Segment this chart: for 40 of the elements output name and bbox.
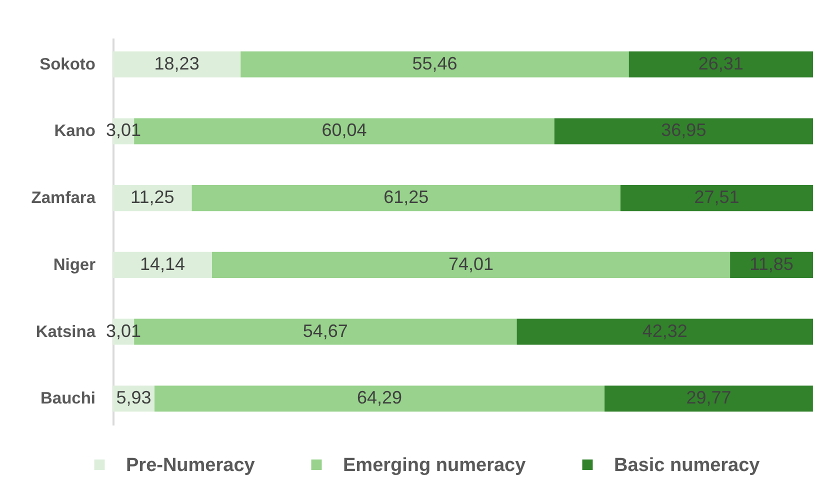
data-label: 5,93	[116, 388, 152, 408]
data-label: 27,51	[694, 187, 740, 208]
data-label: 14,14	[140, 254, 186, 274]
data-label: 36,95	[661, 120, 706, 140]
data-label: 29,77	[686, 388, 732, 408]
y-tick-label: Bauchi	[40, 390, 96, 408]
y-tick-label: Katsina	[36, 322, 96, 341]
bar	[113, 51, 241, 78]
data-label: 61,25	[384, 187, 429, 208]
y-tick-label: Niger	[53, 256, 96, 274]
bar	[516, 318, 813, 345]
bar	[554, 118, 813, 144]
data-label: 60,04	[322, 120, 367, 140]
y-tick-label: Sokoto	[40, 55, 96, 74]
data-label: 11,25	[130, 187, 174, 208]
bar	[240, 51, 629, 78]
bar	[730, 252, 813, 278]
bar	[113, 185, 192, 212]
y-tick-label: Kano	[54, 122, 96, 140]
bar	[620, 185, 814, 212]
legend-label: Basic numeracy	[614, 454, 760, 476]
data-label: 55,46	[412, 53, 458, 74]
data-label: 3,01	[106, 120, 142, 140]
bar	[113, 252, 212, 278]
data-label: 3,01	[106, 320, 142, 341]
bar	[154, 386, 605, 412]
data-label: 18,23	[154, 53, 200, 74]
bar	[212, 252, 730, 278]
legend-label: Emerging numeracy	[343, 454, 526, 476]
y-tick-label: Zamfara	[31, 189, 96, 208]
data-label: 11,85	[750, 254, 794, 274]
bar	[604, 386, 813, 412]
data-label: 26,31	[698, 53, 744, 74]
data-label: 64,29	[357, 388, 402, 408]
data-label: 42,32	[642, 320, 688, 341]
bar	[628, 51, 813, 78]
legend-label: Pre-Numeracy	[126, 454, 256, 476]
data-label: 54,67	[302, 320, 348, 341]
bar	[192, 185, 620, 212]
data-label: 74,01	[448, 254, 494, 274]
